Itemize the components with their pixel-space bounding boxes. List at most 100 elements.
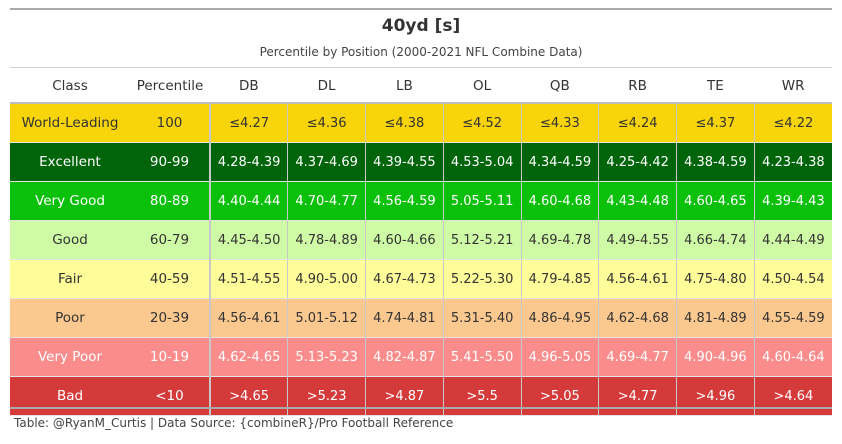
class-cell: Very Poor: [10, 337, 130, 377]
column-header-ol: OL: [443, 70, 521, 104]
value-cell-lb: 4.56-4.59: [365, 181, 444, 221]
percentile-cell: 60-79: [130, 220, 210, 260]
value-cell-te: 4.60-4.65: [676, 181, 755, 221]
value-cell-dl: 5.01-5.12: [287, 298, 366, 338]
percentile-table: Class Percentile DB DL LB OL QB RB TE WR World-Le…: [10, 70, 832, 416]
value-cell-dl: 4.37-4.69: [287, 142, 366, 182]
class-cell: Excellent: [10, 142, 130, 182]
table-title: 40yd [s]: [381, 16, 461, 36]
class-cell: Very Good: [10, 181, 130, 221]
value-cell-dl: 4.90-5.00: [287, 259, 366, 299]
class-cell: Good: [10, 220, 130, 260]
value-cell-qb: 4.79-4.85: [520, 259, 599, 299]
value-cell-qb: 4.86-4.95: [520, 298, 599, 338]
value-cell-db: 4.56-4.61: [209, 298, 288, 338]
value-cell-ol: 5.12-5.21: [442, 220, 521, 260]
value-cell-lb: >4.87: [365, 376, 444, 416]
value-cell-wr: 4.23-4.38: [753, 142, 832, 182]
header-rule: [10, 67, 832, 68]
value-cell-lb: 4.67-4.73: [365, 259, 444, 299]
value-cell-te: ≤4.37: [676, 103, 755, 143]
value-cell-rb: 4.56-4.61: [598, 259, 677, 299]
value-cell-wr: 4.50-4.54: [753, 259, 832, 299]
column-header-lb: LB: [365, 70, 444, 104]
value-cell-lb: 4.60-4.66: [365, 220, 444, 260]
percentile-cell: 40-59: [130, 259, 210, 299]
percentile-cell: 10-19: [130, 337, 210, 377]
table-row: Fair 40-59 4.51-4.55 4.90-5.00 4.67-4.73 5.22…: [10, 259, 832, 299]
value-cell-rb: >4.77: [598, 376, 677, 416]
value-cell-dl: ≤4.36: [287, 103, 366, 143]
table-body: World-Leading 100 ≤4.27 ≤4.36 ≤4.38 ≤4.52 ≤4.3…: [10, 103, 832, 416]
table-row: Good 60-79 4.45-4.50 4.78-4.89 4.60-4.66 5.12…: [10, 220, 832, 260]
value-cell-dl: >5.23: [287, 376, 366, 416]
value-cell-qb: 4.96-5.05: [520, 337, 599, 377]
table-row: World-Leading 100 ≤4.27 ≤4.36 ≤4.38 ≤4.52 ≤4.3…: [10, 103, 832, 143]
column-header-dl: DL: [287, 70, 366, 104]
value-cell-dl: 4.78-4.89: [287, 220, 366, 260]
value-cell-rb: 4.25-4.42: [598, 142, 677, 182]
value-cell-te: 4.81-4.89: [676, 298, 755, 338]
table-row: Poor 20-39 4.56-4.61 5.01-5.12 4.74-4.81 5.31…: [10, 298, 832, 338]
value-cell-ol: 4.53-5.04: [442, 142, 521, 182]
column-header-te: TE: [676, 70, 755, 104]
column-header-percentile: Percentile: [130, 70, 210, 104]
top-rule: [10, 8, 832, 10]
value-cell-lb: 4.82-4.87: [365, 337, 444, 377]
value-cell-te: 4.90-4.96: [676, 337, 755, 377]
column-header-db: DB: [210, 70, 288, 104]
value-cell-te: >4.96: [676, 376, 755, 416]
value-cell-ol: 5.05-5.11: [442, 181, 521, 221]
value-cell-qb: 4.60-4.68: [520, 181, 599, 221]
value-cell-rb: 4.69-4.77: [598, 337, 677, 377]
table-row: Very Good 80-89 4.40-4.44 4.70-4.77 4.56-4.5…: [10, 181, 832, 221]
value-cell-te: 4.38-4.59: [676, 142, 755, 182]
table-subtitle: Percentile by Position (2000-2021 NFL Co…: [259, 45, 583, 59]
percentile-cell: <10: [130, 376, 210, 416]
value-cell-wr: 4.39-4.43: [753, 181, 832, 221]
value-cell-db: ≤4.27: [209, 103, 288, 143]
value-cell-rb: 4.49-4.55: [598, 220, 677, 260]
value-cell-db: 4.51-4.55: [209, 259, 288, 299]
bottom-rule: [10, 407, 832, 409]
value-cell-wr: 4.44-4.49: [753, 220, 832, 260]
value-cell-ol: >5.5: [442, 376, 521, 416]
column-header-wr: WR: [754, 70, 832, 104]
value-cell-lb: 4.74-4.81: [365, 298, 444, 338]
value-cell-wr: ≤4.22: [753, 103, 832, 143]
value-cell-qb: >5.05: [520, 376, 599, 416]
value-cell-ol: ≤4.52: [442, 103, 521, 143]
value-cell-lb: ≤4.38: [365, 103, 444, 143]
value-cell-wr: 4.60-4.64: [753, 337, 832, 377]
value-cell-wr: >4.64: [753, 376, 832, 416]
percentile-cell: 90-99: [130, 142, 210, 182]
source-note: Table: @RyanM_Curtis | Data Source: {com…: [14, 416, 454, 430]
value-cell-ol: 5.31-5.40: [442, 298, 521, 338]
class-cell: Bad: [10, 376, 130, 416]
value-cell-db: >4.65: [209, 376, 288, 416]
value-cell-db: 4.28-4.39: [209, 142, 288, 182]
value-cell-rb: 4.62-4.68: [598, 298, 677, 338]
value-cell-ol: 5.41-5.50: [442, 337, 521, 377]
value-cell-db: 4.40-4.44: [209, 181, 288, 221]
table-row: Very Poor 10-19 4.62-4.65 5.13-5.23 4.82-4.8…: [10, 337, 832, 377]
class-cell: World-Leading: [10, 103, 130, 143]
value-cell-rb: 4.43-4.48: [598, 181, 677, 221]
table-row: Excellent 90-99 4.28-4.39 4.37-4.69 4.39-4.5…: [10, 142, 832, 182]
value-cell-qb: 4.34-4.59: [520, 142, 599, 182]
value-cell-wr: 4.55-4.59: [753, 298, 832, 338]
value-cell-qb: ≤4.33: [520, 103, 599, 143]
table-row: Bad <10 >4.65 >5.23 >4.87 >5.5 >5.05 >4.77 >4.96…: [10, 376, 832, 416]
value-cell-db: 4.45-4.50: [209, 220, 288, 260]
class-cell: Poor: [10, 298, 130, 338]
value-cell-lb: 4.39-4.55: [365, 142, 444, 182]
column-header-row: Class Percentile DB DL LB OL QB RB TE WR: [10, 70, 832, 104]
percentile-cell: 20-39: [130, 298, 210, 338]
column-header-rb: RB: [598, 70, 677, 104]
class-cell: Fair: [10, 259, 130, 299]
percentile-cell: 80-89: [130, 181, 210, 221]
value-cell-qb: 4.69-4.78: [520, 220, 599, 260]
column-header-qb: QB: [521, 70, 599, 104]
value-cell-db: 4.62-4.65: [209, 337, 288, 377]
